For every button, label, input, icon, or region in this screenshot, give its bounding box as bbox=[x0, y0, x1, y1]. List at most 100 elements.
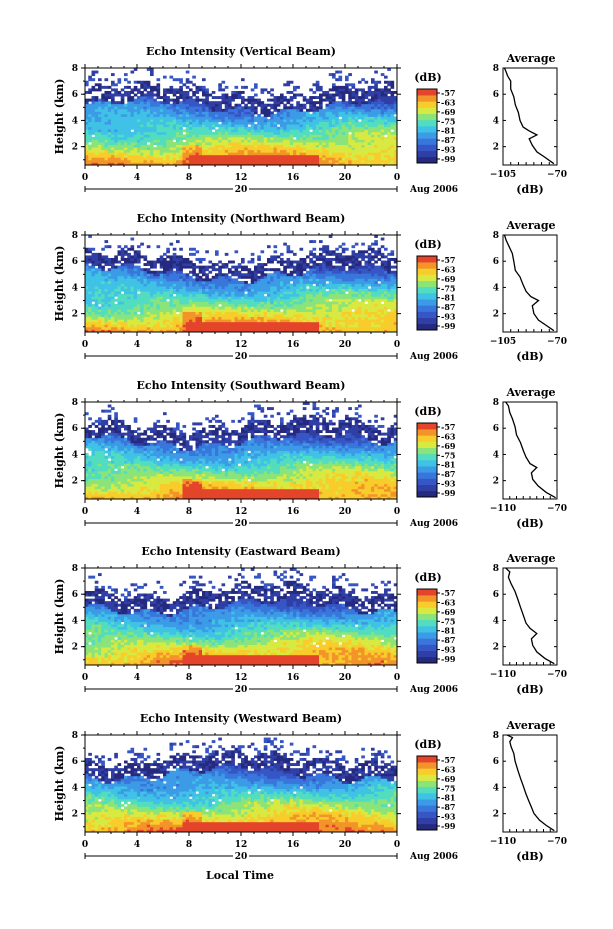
x-tick-label: 20 bbox=[339, 507, 352, 517]
colorbar-tick-label: -81 bbox=[441, 460, 455, 470]
date-day-label: 20 bbox=[235, 852, 248, 862]
profile-title: Average bbox=[505, 386, 555, 399]
x-tick-label: 12 bbox=[235, 507, 248, 517]
x-tick-label: 8 bbox=[186, 173, 192, 183]
panel-title: Echo Intensity (Westward Beam) bbox=[140, 712, 342, 725]
colorbar-tick-label: -63 bbox=[441, 597, 456, 607]
x-tick-label: 16 bbox=[287, 173, 300, 183]
x-tick-label: 8 bbox=[186, 340, 192, 350]
profile-line bbox=[503, 234, 555, 332]
y-tick-label: 4 bbox=[72, 450, 78, 460]
heatmap-field bbox=[85, 68, 398, 166]
colorbar-unit: (dB) bbox=[414, 738, 441, 751]
x-tick-label: 0 bbox=[82, 507, 88, 517]
colorbar-tick-label: -99 bbox=[441, 321, 456, 331]
x-tick-label: 12 bbox=[235, 840, 248, 850]
colorbar-tick-label: -57 bbox=[441, 755, 455, 765]
colorbar-tick-label: -81 bbox=[441, 626, 455, 636]
y-tick-label: 8 bbox=[72, 564, 78, 574]
colorbar-tick-label: -63 bbox=[441, 431, 456, 441]
colorbar-tick-label: -57 bbox=[441, 255, 455, 265]
profile-line bbox=[505, 401, 556, 499]
profile-y-tick-label: 2 bbox=[493, 143, 499, 153]
heatmap-field bbox=[85, 235, 398, 333]
profile-frame bbox=[502, 734, 558, 833]
colorbar-tick-label: -99 bbox=[441, 821, 456, 831]
colorbar-tick-label: -63 bbox=[441, 264, 456, 274]
colorbar-tick-label: -69 bbox=[441, 774, 456, 784]
y-tick-label: 2 bbox=[72, 477, 78, 487]
profile-line bbox=[505, 567, 555, 665]
date-day-label: 20 bbox=[235, 685, 248, 695]
profile-y-tick-label: 6 bbox=[493, 590, 499, 600]
y-tick-label: 6 bbox=[72, 590, 78, 600]
colorbar-tick-label: -75 bbox=[441, 450, 455, 460]
date-day-label: 20 bbox=[235, 519, 248, 529]
y-tick-label: 8 bbox=[72, 64, 78, 74]
colorbar bbox=[416, 755, 438, 831]
profile-y-tick-label: 4 bbox=[493, 116, 499, 126]
x-tick-label: 4 bbox=[134, 340, 140, 350]
colorbar-tick-label: -99 bbox=[441, 154, 456, 164]
date-month-label: Aug 2006 bbox=[409, 685, 458, 695]
date-month-label: Aug 2006 bbox=[409, 519, 458, 529]
x-tick-label: 0 bbox=[394, 507, 400, 517]
y-axis-label: Height (km) bbox=[53, 413, 66, 489]
profile-title: Average bbox=[505, 52, 555, 65]
y-tick-label: 8 bbox=[72, 398, 78, 408]
profile-x-tick-label: −70 bbox=[547, 337, 567, 347]
x-tick-label: 0 bbox=[394, 173, 400, 183]
x-tick-label: 8 bbox=[186, 840, 192, 850]
colorbar-unit: (dB) bbox=[414, 571, 441, 584]
panel-2: Echo Intensity (Northward Beam) 2 4 6 8 Heigh… bbox=[53, 212, 567, 363]
x-tick-label: 16 bbox=[287, 840, 300, 850]
profile-x-label: (dB) bbox=[516, 850, 543, 863]
profile-y-tick-label: 8 bbox=[493, 231, 499, 241]
y-tick-label: 6 bbox=[72, 757, 78, 767]
y-tick-label: 2 bbox=[72, 643, 78, 653]
y-tick-label: 6 bbox=[72, 90, 78, 100]
profile-frame bbox=[502, 67, 558, 166]
x-tick-label: 0 bbox=[394, 340, 400, 350]
profile-y-tick-label: 4 bbox=[493, 283, 499, 293]
colorbar-tick-label: -93 bbox=[441, 812, 456, 822]
panel-title: Echo Intensity (Eastward Beam) bbox=[141, 545, 340, 558]
colorbar-tick-label: -81 bbox=[441, 293, 455, 303]
y-tick-label: 4 bbox=[72, 783, 78, 793]
colorbar bbox=[416, 588, 438, 664]
colorbar-tick-label: -57 bbox=[441, 588, 455, 598]
y-tick-label: 4 bbox=[72, 283, 78, 293]
date-day-label: 20 bbox=[235, 352, 248, 362]
profile-y-tick-label: 8 bbox=[493, 564, 499, 574]
profile-y-tick-label: 8 bbox=[493, 64, 499, 74]
colorbar-tick-label: -75 bbox=[441, 283, 455, 293]
profile-x-label: (dB) bbox=[516, 183, 543, 196]
profile-y-tick-label: 4 bbox=[493, 616, 499, 626]
colorbar-tick-label: -69 bbox=[441, 107, 456, 117]
y-axis-label: Height (km) bbox=[53, 746, 66, 822]
x-tick-label: 4 bbox=[134, 173, 140, 183]
colorbar bbox=[416, 88, 438, 164]
y-tick-label: 8 bbox=[72, 731, 78, 741]
profile-x-label: (dB) bbox=[516, 517, 543, 530]
profile-y-tick-label: 4 bbox=[493, 450, 499, 460]
profile-x-tick-label: −70 bbox=[547, 170, 567, 180]
x-tick-label: 4 bbox=[134, 507, 140, 517]
x-tick-label: 8 bbox=[186, 507, 192, 517]
profile-y-tick-label: 6 bbox=[493, 757, 499, 767]
profile-y-tick-label: 2 bbox=[493, 643, 499, 653]
colorbar-tick-label: -57 bbox=[441, 422, 455, 432]
profile-y-tick-label: 8 bbox=[493, 398, 499, 408]
profile-title: Average bbox=[505, 552, 555, 565]
y-axis-label: Height (km) bbox=[53, 579, 66, 655]
x-tick-label: 20 bbox=[339, 840, 352, 850]
colorbar-tick-label: -93 bbox=[441, 312, 456, 322]
colorbar-tick-label: -87 bbox=[441, 135, 455, 145]
x-tick-label: 16 bbox=[287, 673, 300, 683]
profile-y-tick-label: 4 bbox=[493, 783, 499, 793]
x-tick-label: 16 bbox=[287, 507, 300, 517]
x-tick-label: 20 bbox=[339, 673, 352, 683]
colorbar-tick-label: -63 bbox=[441, 97, 456, 107]
profile-x-tick-label: −70 bbox=[547, 504, 567, 514]
panel-1: Echo Intensity (Vertical Beam) 2 4 6 8 Height… bbox=[53, 45, 567, 196]
